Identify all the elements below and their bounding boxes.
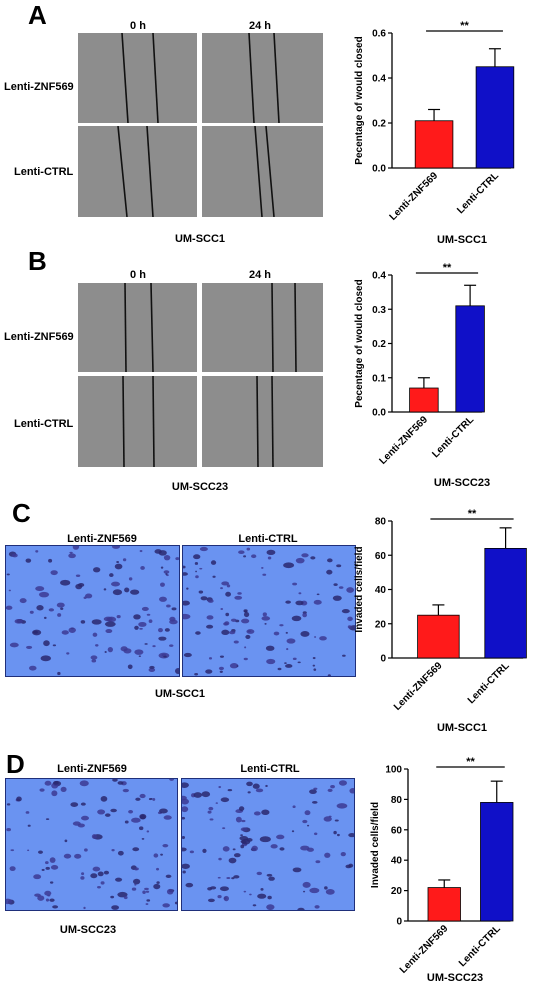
- significance-marker: **: [443, 262, 452, 274]
- row-label: Lenti-ZNF569: [4, 81, 74, 93]
- y-axis-label: Invaded cells/field: [370, 802, 381, 888]
- image-caption: UM-SCC1: [174, 233, 226, 245]
- column-label: Lenti-ZNF569: [57, 763, 127, 775]
- column-label: Lenti-CTRL: [240, 763, 300, 775]
- x-tick-label: Lenti-ZNF569: [398, 923, 451, 976]
- chart-caption: UM-SCC23: [426, 972, 484, 984]
- x-tick-label: Lenti-ZNF569: [388, 170, 441, 223]
- time-label-24h: 24 h: [248, 20, 272, 32]
- bar: [455, 305, 485, 413]
- wound-image: [78, 376, 197, 467]
- significance-marker: **: [466, 756, 475, 768]
- y-tick-label: 0.2: [372, 339, 386, 350]
- row-label: Lenti-CTRL: [14, 166, 74, 178]
- x-tick-label: Lenti-CTRL: [430, 414, 476, 460]
- panel-letter: B: [28, 246, 47, 276]
- y-axis-label: Pecentage of would closed: [354, 36, 365, 164]
- chart-caption: UM-SCC1: [436, 722, 488, 734]
- significance-marker: **: [468, 508, 477, 520]
- wound-image: [202, 33, 323, 123]
- y-axis-label: Invaded cells/field: [354, 546, 365, 632]
- bar-chart: 0.0 0.2 0.4 0.6 Pecentage of would closed Len…: [354, 20, 515, 223]
- y-tick-label: 40: [375, 585, 387, 596]
- x-tick-label: Lenti-CTRL: [466, 660, 512, 706]
- bar-chart: 0.0 0.1 0.2 0.3 0.4 Pecentage of would closed…: [354, 262, 485, 467]
- y-tick-label: 20: [391, 886, 403, 897]
- y-tick-label: 0.6: [372, 29, 386, 40]
- panel-b: B 0 h 24 h Lenti-ZNF569 Lenti-CTRL UM-SC…: [0, 245, 538, 497]
- panel-letter: A: [28, 0, 47, 30]
- bar-chart: 0 20 40 60 80 Invaded cells/field Lenti-ZNF569…: [354, 508, 527, 713]
- y-tick-label: 0.4: [372, 271, 386, 282]
- invasion-image: [182, 545, 356, 677]
- invasion-image: [5, 545, 180, 677]
- y-tick-label: 0.2: [372, 119, 386, 130]
- wound-image: [78, 283, 197, 372]
- wound-image: [78, 126, 197, 217]
- image-caption: UM-SCC23: [171, 481, 229, 493]
- image-caption: UM-SCC23: [59, 924, 117, 936]
- significance-marker: **: [460, 20, 469, 32]
- y-tick-label: 60: [375, 551, 387, 562]
- panel-letter: D: [6, 749, 25, 779]
- y-axis-label: Pecentage of would closed: [354, 279, 365, 407]
- row-label: Lenti-CTRL: [14, 418, 74, 430]
- row-label: Lenti-ZNF569: [4, 331, 74, 343]
- bar: [480, 802, 514, 922]
- bar: [475, 66, 515, 169]
- panel-d: D Lenti-ZNF569 Lenti-CTRL UM-SCC23 0 20 40…: [0, 745, 538, 989]
- chart-caption: UM-SCC23: [433, 477, 491, 489]
- panel-a: A 0 h 24 h Lenti-ZNF569 Lenti-CTRL UM-SC…: [0, 0, 538, 246]
- y-tick-label: 0.1: [372, 373, 386, 384]
- wound-image: [202, 376, 323, 467]
- chart-caption: UM-SCC1: [436, 234, 488, 246]
- time-label-0h: 0 h: [130, 20, 146, 32]
- y-tick-label: 20: [375, 619, 387, 630]
- column-label: Lenti-ZNF569: [67, 533, 137, 545]
- bar: [417, 614, 460, 659]
- invasion-image: [5, 778, 178, 911]
- bar: [414, 120, 454, 169]
- x-tick-label: Lenti-ZNF569: [392, 660, 445, 713]
- y-tick-label: 0.0: [372, 408, 386, 419]
- column-label: Lenti-CTRL: [238, 533, 298, 545]
- bar-chart: 0 20 40 60 80 100 Invaded cells/field Lenti-ZNF…: [370, 756, 514, 976]
- y-tick-label: 0.0: [372, 164, 386, 175]
- x-tick-label: Lenti-CTRL: [457, 923, 503, 969]
- y-tick-label: 60: [391, 825, 403, 836]
- time-label-24h: 24 h: [248, 269, 272, 281]
- wound-image: [78, 33, 197, 123]
- panel-c: C Lenti-ZNF569 Lenti-CTRL UM-SCC1 0 20 40 6…: [0, 497, 538, 745]
- bar: [409, 387, 439, 413]
- bar: [484, 548, 527, 659]
- bar: [427, 887, 461, 922]
- panel-letter: C: [12, 498, 31, 528]
- image-caption: UM-SCC1: [154, 688, 206, 700]
- y-tick-label: 0: [380, 654, 386, 665]
- y-tick-label: 80: [375, 517, 387, 528]
- y-tick-label: 80: [391, 795, 403, 806]
- invasion-image: [181, 778, 355, 911]
- y-tick-label: 0.3: [372, 305, 386, 316]
- time-label-0h: 0 h: [130, 269, 146, 281]
- wound-image: [202, 283, 323, 372]
- y-tick-label: 0: [396, 917, 402, 928]
- wound-image: [202, 126, 323, 217]
- x-tick-label: Lenti-ZNF569: [377, 414, 430, 467]
- y-tick-label: 40: [391, 856, 403, 867]
- x-tick-label: Lenti-CTRL: [455, 170, 501, 216]
- y-tick-label: 100: [385, 765, 402, 776]
- y-tick-label: 0.4: [372, 74, 386, 85]
